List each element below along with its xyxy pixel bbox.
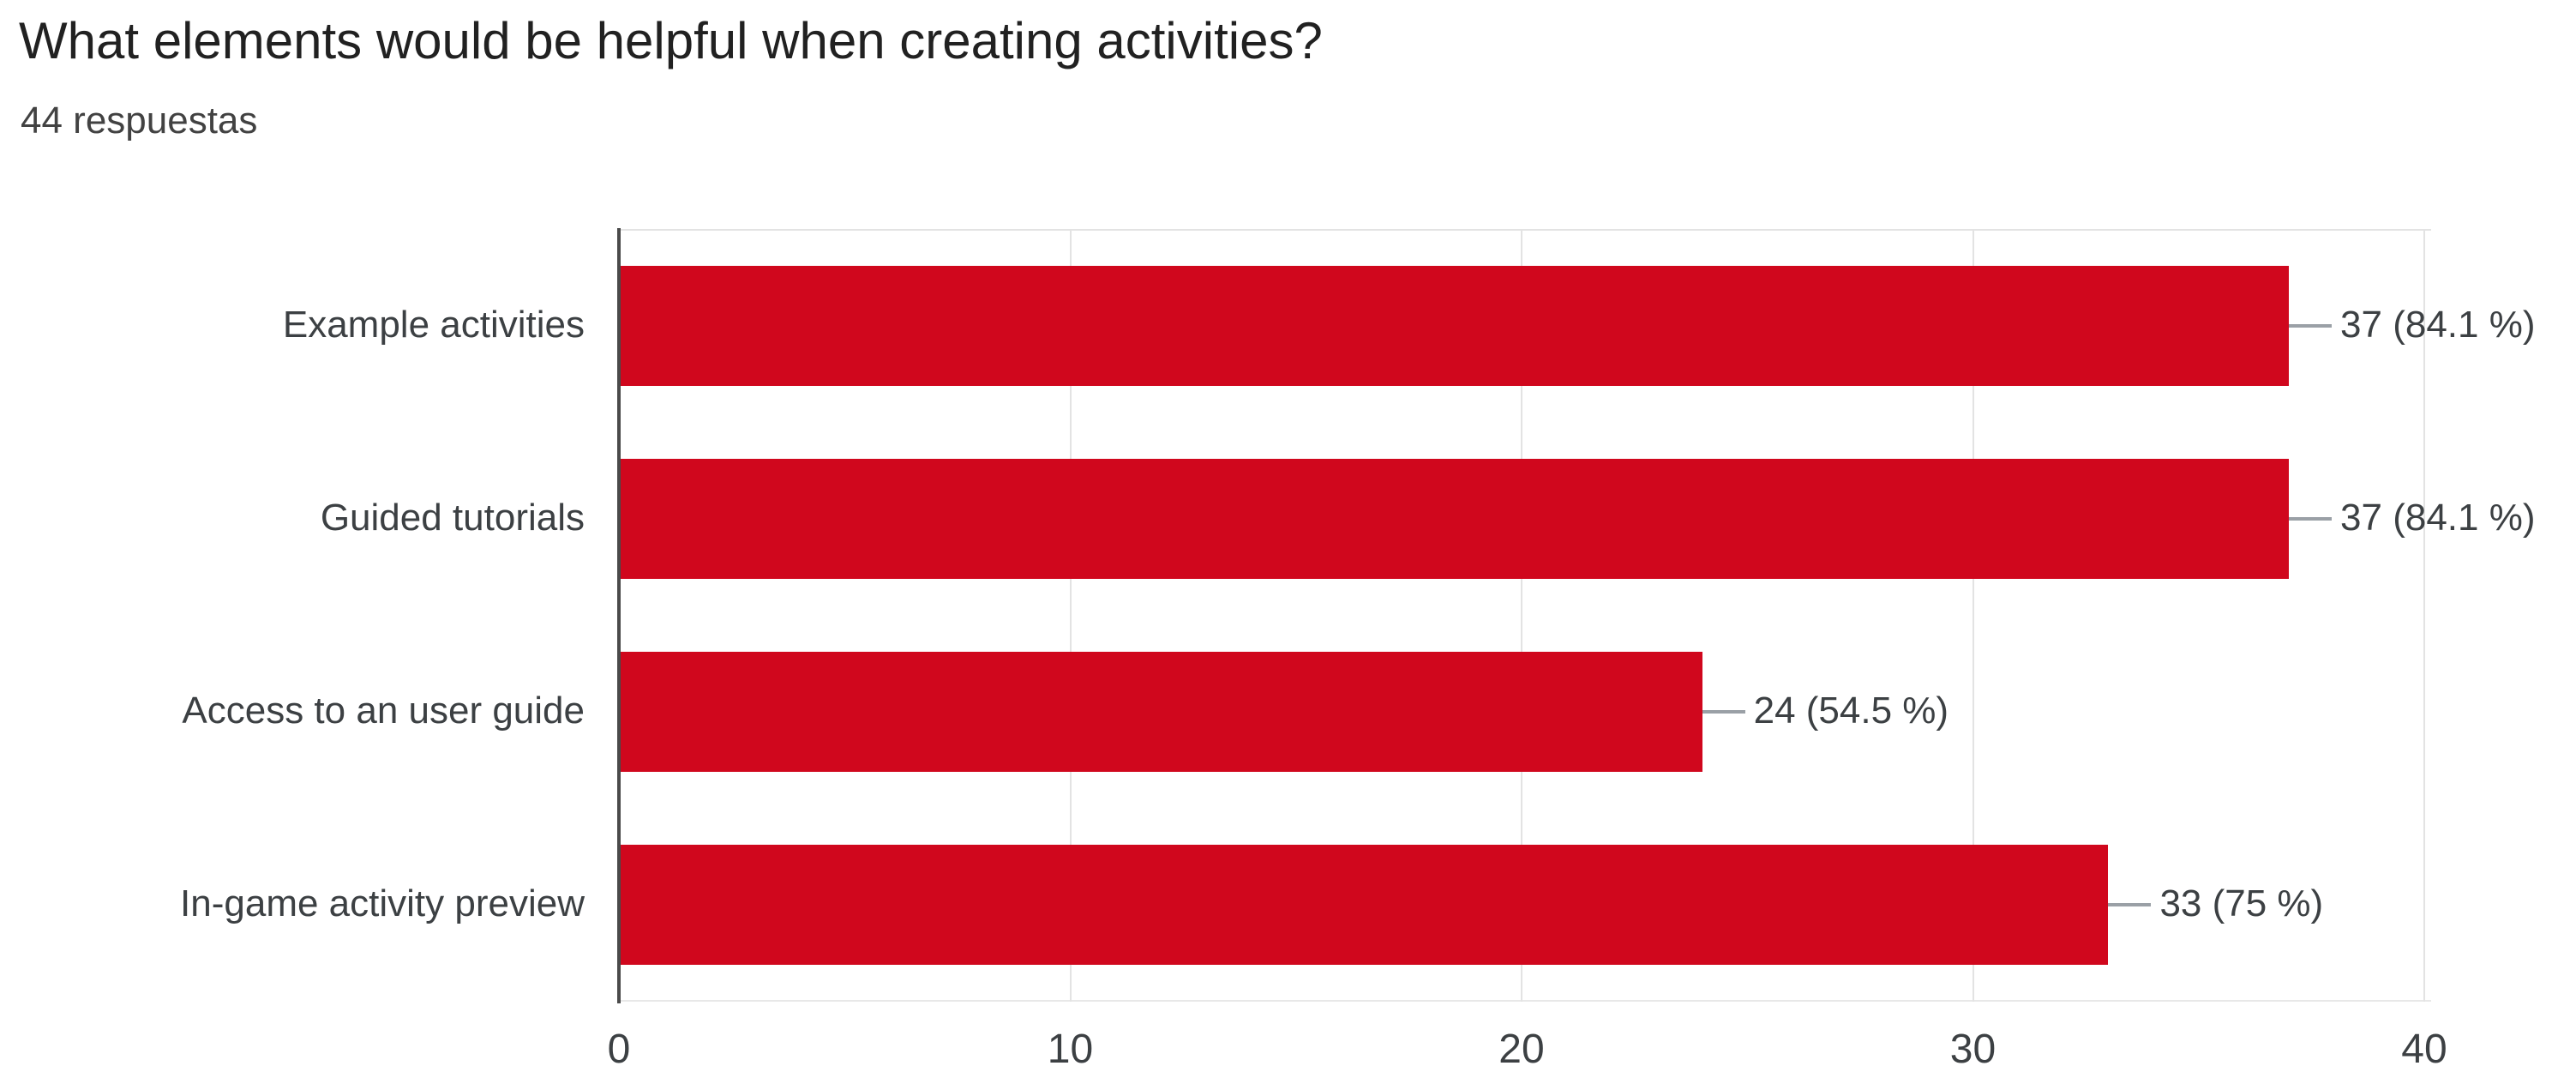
y-axis-line	[617, 228, 621, 1003]
gridline-40	[2423, 229, 2425, 1002]
x-tick-label: 10	[1047, 1027, 1094, 1072]
bar[interactable]	[621, 265, 2290, 386]
category-label: In-game activity preview	[180, 882, 585, 925]
leader-line	[2108, 903, 2152, 907]
gridline-30	[1972, 229, 1974, 1002]
category-label: Guided tutorials	[320, 496, 585, 539]
value-label: 33 (75 %)	[2159, 882, 2324, 925]
category-label: Example activities	[282, 303, 585, 346]
x-tick-label: 20	[1498, 1027, 1545, 1072]
bar[interactable]	[621, 845, 2109, 966]
response-count: 44 respuestas	[21, 99, 258, 142]
gridline-10	[1069, 229, 1072, 1002]
bar[interactable]	[621, 652, 1702, 773]
leader-line	[2289, 516, 2333, 521]
x-tick-label: 30	[1949, 1027, 1997, 1072]
chart-title: What elements would be helpful when crea…	[19, 12, 1323, 69]
bar[interactable]	[621, 458, 2290, 579]
value-label: 24 (54.5 %)	[1753, 690, 1949, 732]
gridline-20	[1521, 229, 1522, 1002]
leader-line	[2289, 323, 2333, 328]
x-tick-label: 40	[2401, 1027, 2447, 1072]
x-tick-label: 0	[607, 1027, 631, 1072]
value-label: 37 (84.1 %)	[2340, 303, 2536, 346]
category-label: Access to an user guide	[182, 690, 585, 732]
leader-line	[1702, 710, 1745, 714]
value-label: 37 (84.1 %)	[2340, 496, 2536, 539]
